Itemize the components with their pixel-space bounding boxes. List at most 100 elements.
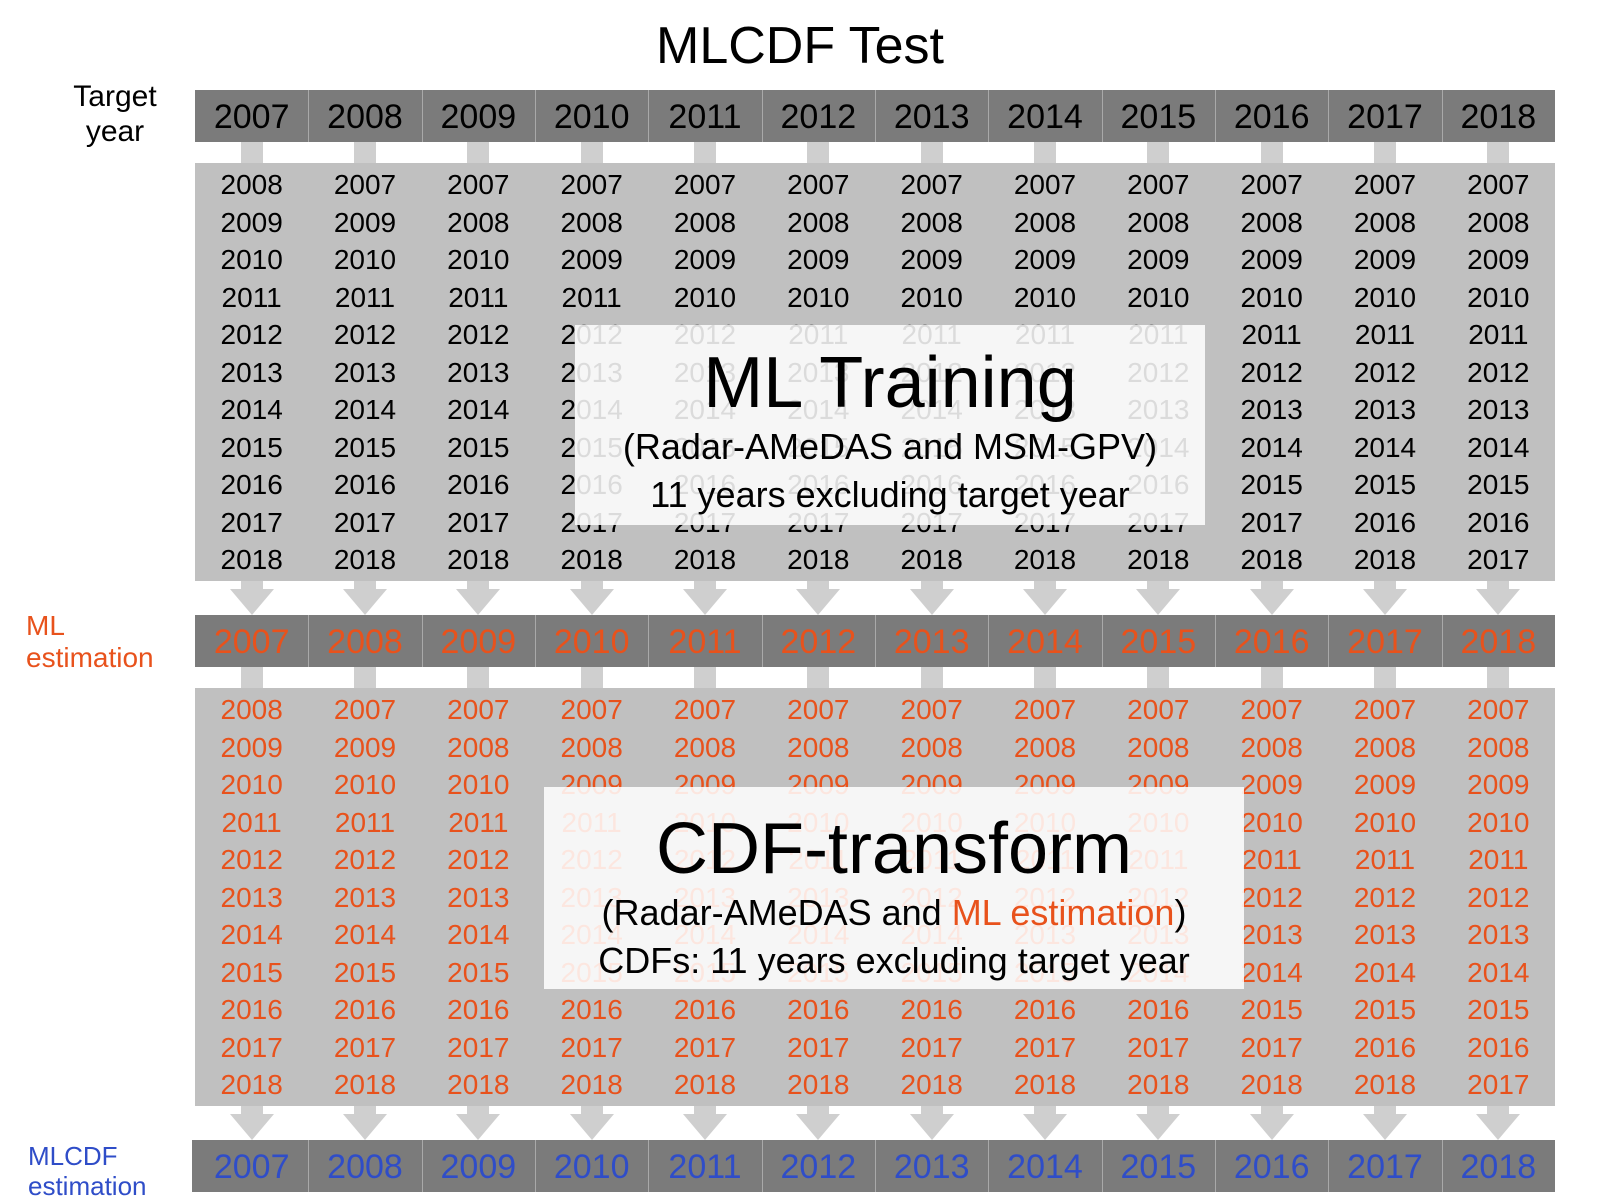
cdf-year: 2016 bbox=[1467, 1031, 1530, 1063]
column-separator bbox=[1101, 615, 1103, 667]
cdf-year: 2017 bbox=[1013, 1031, 1077, 1063]
cdf-year: 2011 bbox=[448, 806, 509, 838]
training-year: 2017 bbox=[220, 506, 283, 538]
mlcdf-estimation-year: 2013 bbox=[893, 1148, 970, 1186]
cdf-year: 2018 bbox=[333, 1069, 397, 1100]
column-separator bbox=[648, 615, 650, 667]
flow-connector bbox=[1034, 142, 1056, 163]
flow-connector bbox=[1487, 667, 1510, 688]
training-year: 2015 bbox=[1240, 469, 1303, 500]
cdf-year: 2012 bbox=[333, 844, 397, 875]
cdf-year: 2008 bbox=[787, 731, 850, 763]
training-year: 2007 bbox=[1353, 169, 1417, 200]
target-year-band bbox=[195, 90, 1555, 142]
training-year: 2016 bbox=[220, 469, 283, 500]
training-year: 2017 bbox=[333, 506, 397, 538]
flow-connector bbox=[1487, 1106, 1510, 1114]
flow-connector bbox=[240, 142, 263, 163]
cdf-transform-sources: (Radar-AMeDAS and ML estimation) bbox=[544, 889, 1244, 937]
training-year: 2013 bbox=[333, 356, 397, 388]
cdf-year: 2012 bbox=[1240, 881, 1303, 913]
mlcdf-estimation-year: 2009 bbox=[440, 1148, 517, 1186]
cdf-year: 2007 bbox=[900, 694, 963, 725]
cdf-year: 2007 bbox=[673, 694, 737, 725]
ml-training-period: 11 years excluding target year bbox=[650, 474, 1130, 515]
cdf-year: 2015 bbox=[1240, 994, 1303, 1025]
cdf-year: 2016 bbox=[1353, 1031, 1417, 1063]
column-separator bbox=[308, 1140, 310, 1192]
training-year: 2015 bbox=[1353, 469, 1417, 500]
training-year: 2014 bbox=[1353, 431, 1417, 463]
mlcdf-estimation-year: 2008 bbox=[327, 1148, 403, 1186]
ml-estimation-year: 2011 bbox=[668, 623, 742, 661]
cdf-year: 2007 bbox=[1127, 694, 1190, 725]
cdf-year: 2018 bbox=[1240, 1069, 1303, 1100]
column-separator bbox=[988, 1140, 990, 1192]
column-separator bbox=[1441, 90, 1443, 142]
training-year: 2008 bbox=[673, 206, 737, 238]
down-arrow-icon bbox=[456, 589, 501, 615]
training-year: 2010 bbox=[1013, 281, 1077, 313]
cdf-year-list: 2007 2009 2010 2011 2012 2013 2014 2015 2016 2017… bbox=[308, 691, 421, 1104]
training-year: 2011 bbox=[448, 281, 509, 313]
cdf-year: 2012 bbox=[1467, 881, 1530, 913]
cdf-year: 2010 bbox=[447, 769, 510, 800]
ml-estimation-year: 2007 bbox=[213, 623, 290, 661]
column-separator bbox=[1328, 1140, 1330, 1192]
cdf-year: 2009 bbox=[1353, 769, 1417, 800]
ml-estimation-year: 2018 bbox=[1460, 623, 1537, 661]
down-arrow-icon bbox=[1249, 1114, 1294, 1140]
down-arrow-icon bbox=[343, 589, 387, 615]
cdf-sources-prefix: (Radar-AMeDAS and bbox=[601, 892, 952, 933]
training-year: 2011 bbox=[1468, 319, 1529, 350]
training-year: 2010 bbox=[787, 281, 850, 313]
column-separator bbox=[875, 90, 876, 142]
cdf-year: 2007 bbox=[1013, 694, 1077, 725]
training-year: 2008 bbox=[1240, 206, 1303, 238]
target-year: 2008 bbox=[327, 98, 403, 136]
cdf-year: 2014 bbox=[333, 919, 397, 950]
column-separator bbox=[421, 90, 423, 142]
cdf-year: 2015 bbox=[1353, 994, 1417, 1025]
target-year: 2018 bbox=[1460, 98, 1537, 136]
training-year-list: 2007 2008 2009 2010 2011 2012 2013 2014 2015 2016… bbox=[1328, 166, 1441, 579]
cdf-year: 2007 bbox=[1240, 694, 1303, 725]
cdf-year: 2007 bbox=[333, 694, 397, 725]
mlcdf-estimation-year: 2007 bbox=[213, 1148, 290, 1186]
cdf-year: 2010 bbox=[333, 769, 397, 800]
column-separator bbox=[1215, 615, 1216, 667]
cdf-year: 2018 bbox=[1353, 1069, 1417, 1100]
flow-connector bbox=[467, 142, 490, 163]
mlcdf-estimation-year: 2015 bbox=[1120, 1148, 1197, 1186]
ml-estimation-year: 2016 bbox=[1233, 623, 1310, 661]
cdf-year: 2013 bbox=[1240, 919, 1303, 950]
flow-connector bbox=[354, 581, 376, 589]
training-year: 2010 bbox=[333, 244, 397, 275]
flow-connector bbox=[1374, 581, 1396, 589]
cdf-year: 2018 bbox=[560, 1069, 623, 1100]
cdf-year: 2018 bbox=[1127, 1069, 1190, 1100]
training-year: 2010 bbox=[1127, 281, 1190, 313]
column-separator bbox=[1215, 90, 1216, 142]
cdf-year: 2008 bbox=[1127, 731, 1190, 763]
training-year-list: 2008 2009 2010 2011 2012 2013 2014 2015 2016 2017… bbox=[195, 166, 308, 579]
flow-connector bbox=[354, 142, 376, 163]
column-separator bbox=[308, 615, 310, 667]
training-year: 2017 bbox=[1240, 506, 1303, 538]
flow-connector bbox=[807, 581, 830, 589]
down-arrow-icon bbox=[229, 1114, 274, 1140]
training-year: 2009 bbox=[1353, 244, 1417, 275]
flow-connector bbox=[240, 581, 263, 589]
target-year: 2010 bbox=[553, 98, 630, 136]
flow-connector bbox=[1260, 1106, 1283, 1114]
flow-connector bbox=[920, 142, 943, 163]
flow-connector bbox=[580, 142, 603, 163]
column-separator bbox=[535, 615, 536, 667]
flow-connector bbox=[1147, 142, 1170, 163]
mlcdf-estimation-year: 2018 bbox=[1460, 1148, 1537, 1186]
flow-connector bbox=[1034, 667, 1056, 688]
training-year: 2012 bbox=[1353, 356, 1417, 388]
training-year: 2009 bbox=[673, 244, 737, 275]
cdf-year: 2007 bbox=[560, 694, 623, 725]
cdf-year: 2016 bbox=[1013, 994, 1077, 1025]
